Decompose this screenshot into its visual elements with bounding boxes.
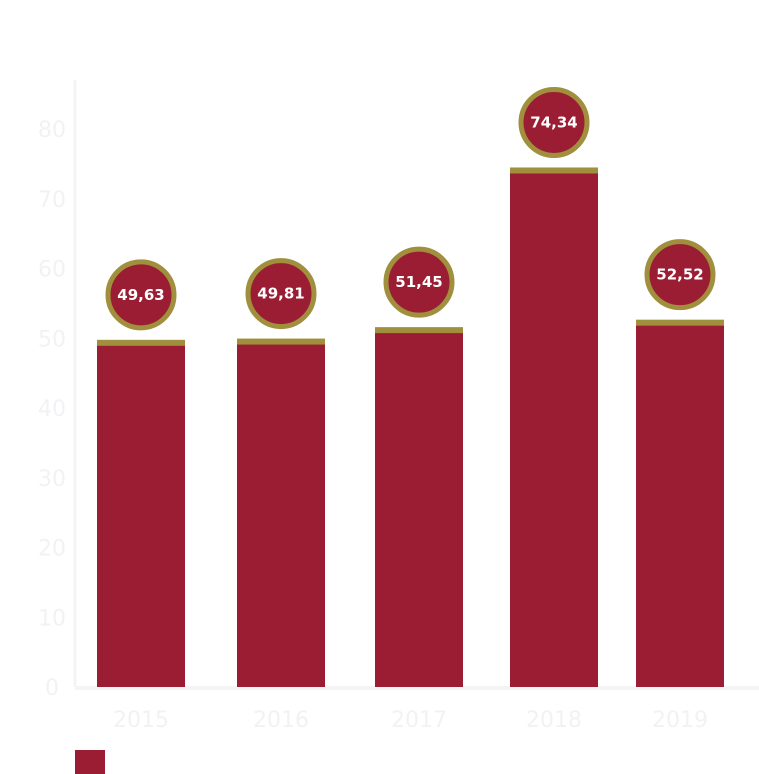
- value-labels: 49,63 49,81 51,45 74,34 52,52: [105, 86, 716, 331]
- bar: [510, 168, 598, 687]
- value-bubble: [245, 258, 317, 330]
- x-tick-label: 2017: [391, 708, 447, 733]
- x-tick-label: 2015: [113, 708, 169, 733]
- value-bubble: [644, 239, 716, 311]
- y-tick-label: 20: [38, 537, 66, 562]
- x-tick-label: 2016: [253, 708, 309, 733]
- legend-swatch: [75, 750, 105, 774]
- bar-cap: [237, 338, 325, 345]
- bar: [636, 320, 724, 687]
- bar: [237, 339, 325, 687]
- x-tick-label: 2018: [526, 708, 582, 733]
- data-label: 49,81: [257, 285, 304, 303]
- y-tick-label: 30: [38, 467, 66, 492]
- data-label: 49,63: [117, 286, 164, 304]
- value-bubble: [383, 246, 455, 318]
- bar-cap: [97, 339, 185, 346]
- legend: [75, 750, 105, 774]
- data-label: 51,45: [395, 273, 442, 291]
- bar-cap: [375, 327, 463, 334]
- y-tick-label: 40: [38, 397, 66, 422]
- bar-cap: [636, 319, 724, 326]
- data-label: 74,34: [530, 113, 577, 131]
- data-label: 52,52: [656, 266, 703, 284]
- y-tick-label: 60: [38, 258, 66, 283]
- bar: [97, 340, 185, 687]
- y-tick-label: 50: [38, 327, 66, 352]
- x-tick-label: 2019: [652, 708, 708, 733]
- value-bubble: [518, 86, 590, 158]
- y-axis: 0 10 20 30 40 50 60 70 80: [38, 80, 77, 701]
- y-tick-label: 80: [38, 118, 66, 143]
- bar: [375, 328, 463, 687]
- bar-cap: [510, 167, 598, 174]
- y-tick-label: 0: [45, 676, 59, 701]
- y-tick-label: 10: [38, 606, 66, 631]
- y-tick-label: 70: [38, 188, 66, 213]
- value-bubble: [105, 259, 177, 331]
- x-axis: 2015 2016 2017 2018 2019: [75, 686, 759, 733]
- bars: [97, 167, 724, 687]
